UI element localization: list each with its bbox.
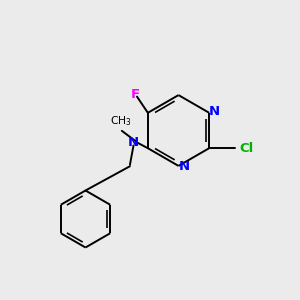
Text: Cl: Cl <box>239 142 254 155</box>
Text: F: F <box>131 88 140 100</box>
Text: CH$_3$: CH$_3$ <box>110 115 132 128</box>
Text: N: N <box>209 105 220 119</box>
Text: N: N <box>128 136 139 149</box>
Text: N: N <box>178 160 190 173</box>
